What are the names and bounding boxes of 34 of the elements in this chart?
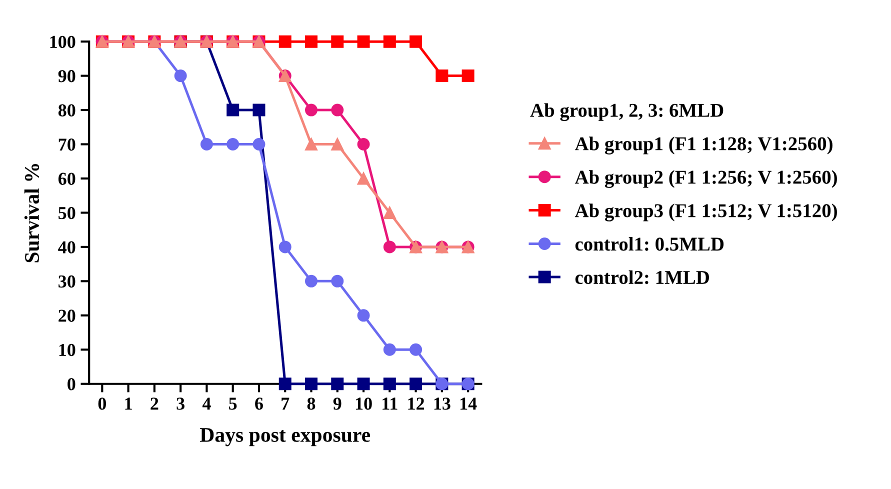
- y-tick-label: 70: [58, 138, 76, 151]
- x-tick-label: 7: [282, 398, 290, 410]
- x-tick-label: 13: [434, 398, 450, 410]
- y-tick-label: 60: [58, 172, 76, 185]
- x-tick-label: 6: [255, 398, 263, 410]
- y-tick-label: 80: [58, 104, 76, 116]
- y-tick-label: 40: [58, 241, 76, 254]
- y-tick-label: 20: [58, 310, 76, 322]
- legend-label: Ab group3 (F1 1:512; V 1:5120): [574, 204, 837, 222]
- x-tick-label: 1: [125, 398, 132, 410]
- x-axis-title: Days post exposure: [200, 428, 370, 446]
- legend-label: control1: 0.5MLD: [575, 237, 724, 251]
- y-tick-label: 10: [59, 344, 76, 356]
- x-tick-label: 4: [202, 398, 211, 410]
- y-tick-label: 90: [58, 70, 76, 82]
- y-tick-label: 30: [58, 275, 76, 288]
- x-tick-label: 14: [460, 398, 477, 410]
- legend-label: Ab group1 (F1 1:128; V1:2560): [574, 136, 832, 154]
- legend-title: Ab group1, 2, 3: 6MLD: [530, 103, 724, 121]
- y-tick-label: 100: [50, 36, 76, 48]
- x-tick-label: 11: [382, 398, 398, 410]
- y-tick-label: 0: [68, 378, 76, 390]
- x-tick-label: 2: [150, 398, 158, 410]
- legend-label: control2: 1MLD: [575, 270, 709, 284]
- y-axis-title: Survival %: [24, 164, 40, 262]
- x-tick-label: 12: [408, 398, 424, 410]
- x-tick-label: 5: [229, 398, 237, 410]
- x-tick-label: 9: [333, 398, 342, 410]
- legend-label: Ab group2 (F1 1:256; V 1:2560): [574, 170, 837, 188]
- x-tick-label: 10: [356, 398, 372, 410]
- y-tick-label: 50: [58, 206, 76, 220]
- x-tick-label: 8: [307, 398, 316, 410]
- x-tick-label: 3: [176, 398, 184, 410]
- x-tick-label: 0: [98, 398, 106, 410]
